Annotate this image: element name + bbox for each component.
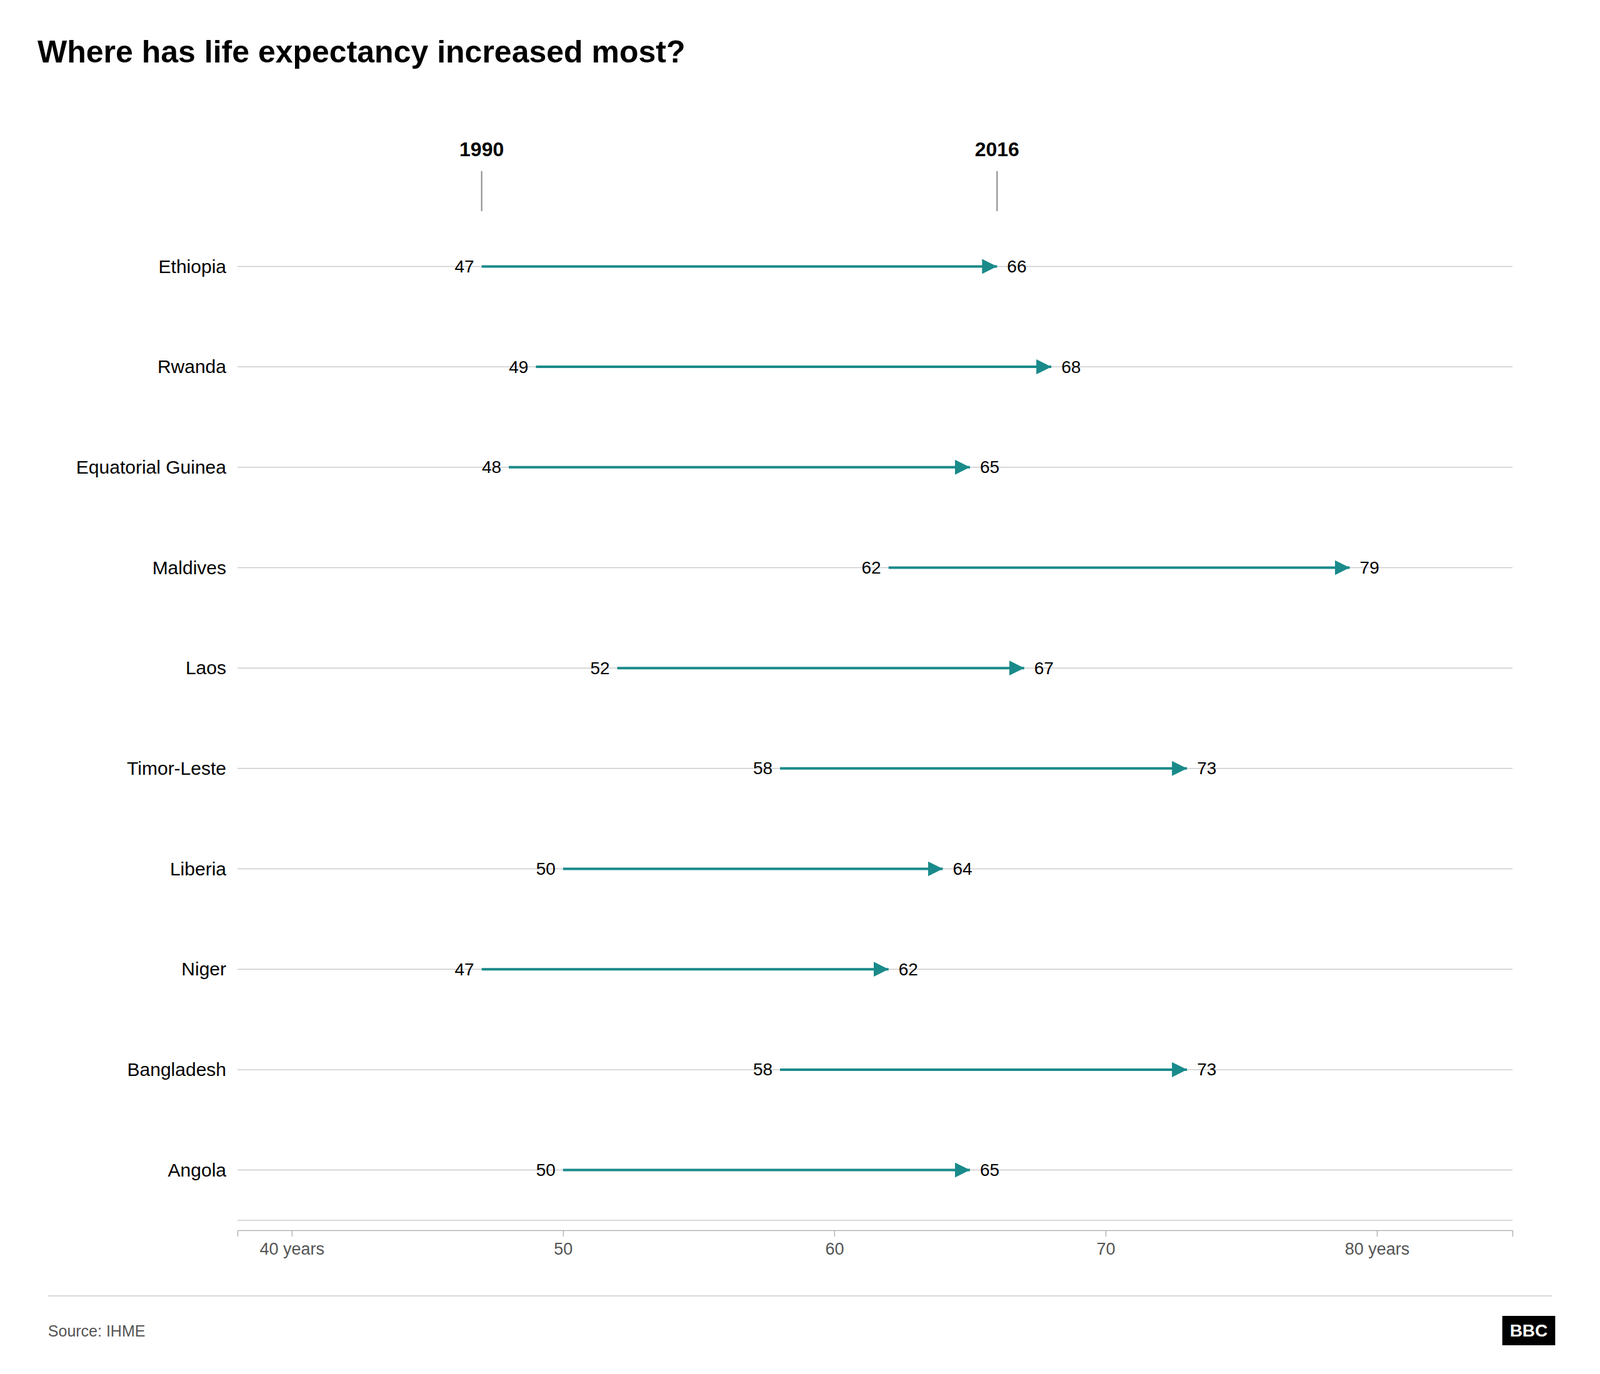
data-label: 64 [953, 859, 973, 879]
category-label: Bangladesh [127, 1059, 227, 1080]
category-label: Niger [181, 958, 227, 980]
data-label: 50 [536, 1160, 556, 1180]
arrow [563, 868, 944, 871]
y-tick: Rwanda [157, 356, 238, 377]
row-grid-line [237, 667, 1513, 669]
logo-box [1502, 1316, 1556, 1346]
row-grid-line [237, 266, 1513, 268]
y-tick: Equatorial Guinea [76, 456, 238, 478]
data-label: 73 [1196, 758, 1217, 779]
data-label: 79 [1360, 558, 1380, 578]
row-grid-line [237, 1069, 1513, 1071]
series-header-tick [481, 171, 483, 212]
data-label: 73 [1196, 1060, 1217, 1080]
data-label: 58 [753, 758, 773, 779]
series-header: 2016 [975, 138, 1020, 161]
x-tick: 40 years [260, 1230, 325, 1259]
category-label: Ethiopia [158, 256, 227, 277]
logo-text: BBC [1510, 1321, 1549, 1341]
x-tick-mark [563, 1230, 564, 1237]
x-tick: 60 [825, 1230, 844, 1259]
arrow [481, 265, 998, 268]
source-text: Source: IHME [48, 1322, 146, 1340]
arrow [508, 466, 970, 469]
logo: BBC [1502, 1316, 1556, 1346]
x-tick-mark [1376, 1230, 1378, 1237]
x-tick: 80 years [1345, 1230, 1410, 1259]
data-label: 48 [481, 457, 502, 477]
row-grid-line [237, 366, 1513, 368]
category-label: Timor-Leste [126, 758, 227, 779]
arrow [780, 1068, 1187, 1072]
category-label: Laos [185, 657, 227, 679]
y-tick: Bangladesh [127, 1059, 238, 1080]
x-axis-line [238, 1231, 1514, 1238]
x-tick-mark [291, 1230, 293, 1237]
category-label: Angola [168, 1160, 227, 1181]
data-label: 47 [454, 256, 474, 277]
series-header-tick [996, 171, 998, 212]
category-label: Liberia [170, 858, 227, 880]
x-tick-label: 40 years [260, 1240, 325, 1259]
x-tick-label: 70 [1096, 1240, 1115, 1259]
series-header: 1990 [459, 138, 504, 161]
row-grid-line [237, 466, 1513, 469]
y-tick: Maldives [152, 557, 238, 579]
y-tick: Timor-Leste [126, 758, 238, 779]
data-label: 65 [980, 1160, 1000, 1180]
y-tick: Liberia [170, 858, 238, 880]
y-tick: Niger [181, 958, 238, 980]
arrow [563, 1169, 970, 1172]
arrows [481, 266, 1350, 1170]
data-label: 50 [536, 859, 556, 879]
arrow [481, 968, 889, 971]
grid [237, 266, 1513, 1221]
data-label: 62 [861, 558, 882, 578]
data-label: 49 [508, 357, 529, 377]
y-tick: Ethiopia [158, 256, 238, 277]
x-axis: 40 years 50 60 70 80 years [238, 1230, 1514, 1259]
arrow [617, 666, 1025, 670]
x-tick-mark [1105, 1230, 1107, 1237]
category-label: Equatorial Guinea [76, 456, 227, 478]
data-label: 58 [753, 1060, 773, 1080]
row-grid-line [237, 1170, 1513, 1172]
x-tick-label: 50 [553, 1240, 573, 1259]
row-grid-line [237, 968, 1513, 970]
x-tick-mark [834, 1230, 835, 1237]
row-grid-line [237, 1220, 1513, 1222]
data-label: 47 [454, 960, 474, 980]
title: Where has life expectancy increased most… [37, 34, 686, 70]
data-label: 68 [1061, 357, 1081, 377]
x-tick-label: 60 [825, 1240, 844, 1259]
y-axis: Ethiopia Rwanda Equatorial Guinea Maldives L… [76, 256, 238, 1181]
row-grid-line [237, 868, 1513, 870]
x-tick: 50 [553, 1230, 573, 1259]
category-label: Rwanda [157, 356, 227, 377]
arrow [780, 767, 1187, 770]
chart: Where has life expectancy increased most… [0, 0, 1600, 1374]
footer-separator [48, 1295, 1552, 1297]
data-labels: 47 66 49 68 48 65 62 79 52 67 58 73 50 64 47 62 58 73 50 65 [454, 256, 1379, 1180]
category-label: Maldives [152, 557, 227, 579]
x-tick-label: 80 years [1345, 1240, 1410, 1259]
arrow [888, 566, 1350, 569]
data-label: 66 [1006, 256, 1027, 277]
x-tick: 70 [1096, 1230, 1115, 1259]
arrow [535, 365, 1052, 369]
data-label: 62 [898, 960, 919, 980]
data-label: 65 [980, 457, 1000, 477]
y-tick: Laos [185, 657, 238, 679]
series-headers: 1990 2016 [459, 138, 1020, 212]
background [0, 0, 1600, 1374]
data-label: 52 [590, 658, 610, 679]
row-grid-line [237, 768, 1513, 770]
data-label: 67 [1034, 658, 1054, 679]
y-tick: Angola [168, 1160, 238, 1181]
